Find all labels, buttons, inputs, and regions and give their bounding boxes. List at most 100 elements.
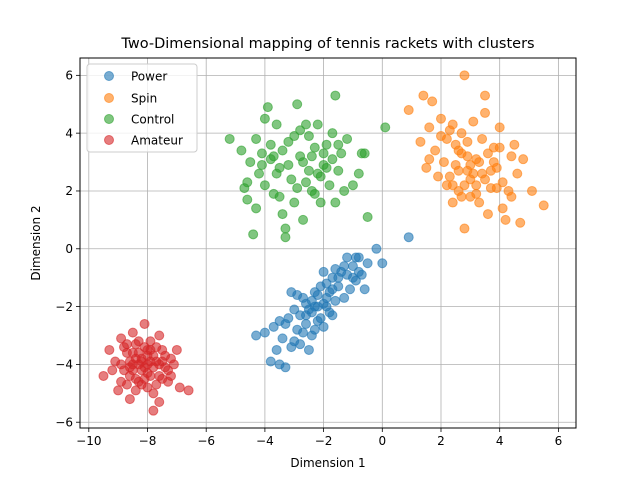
- x-tick-label: 4: [496, 434, 504, 448]
- data-point-amateur: [107, 365, 118, 376]
- data-point-spin: [433, 171, 444, 182]
- data-point-power: [347, 272, 358, 283]
- data-point-control: [321, 162, 332, 173]
- data-point-amateur: [148, 388, 159, 399]
- y-tick-label: 2: [65, 184, 73, 198]
- data-point-control: [265, 139, 276, 150]
- data-point-amateur: [130, 385, 141, 396]
- data-point-control: [277, 145, 288, 156]
- legend-marker-spin: [104, 93, 114, 103]
- legend-label-power: Power: [131, 70, 167, 84]
- data-point-power: [342, 252, 353, 263]
- data-point-spin: [494, 122, 505, 133]
- data-point-spin: [453, 145, 464, 156]
- data-point-spin: [435, 131, 446, 142]
- data-point-control: [318, 148, 329, 159]
- data-point-spin: [526, 185, 537, 196]
- data-point-amateur: [142, 359, 153, 370]
- data-point-control: [312, 168, 323, 179]
- data-point-spin: [430, 145, 441, 156]
- data-point-power: [403, 232, 414, 243]
- data-point-control: [242, 194, 253, 205]
- data-point-control: [256, 159, 267, 170]
- y-axis-label: Dimension 2: [29, 205, 43, 280]
- data-point-control: [339, 185, 350, 196]
- data-point-control: [268, 151, 279, 162]
- data-point-spin: [465, 191, 476, 202]
- data-point-power: [353, 266, 364, 277]
- data-point-control: [309, 188, 320, 199]
- data-point-amateur: [104, 344, 115, 355]
- data-point-power: [268, 321, 279, 332]
- data-point-spin: [518, 154, 529, 165]
- data-point-control: [283, 136, 294, 147]
- data-point-spin: [447, 180, 458, 191]
- data-point-spin: [403, 105, 414, 116]
- data-point-control: [289, 197, 300, 208]
- data-point-power: [345, 284, 356, 295]
- data-point-spin: [427, 96, 438, 107]
- data-point-spin: [485, 165, 496, 176]
- legend-marker-amateur: [104, 135, 114, 145]
- data-point-amateur: [113, 385, 124, 396]
- data-point-amateur: [124, 362, 135, 373]
- data-point-power: [280, 362, 291, 373]
- data-point-power: [300, 310, 311, 321]
- x-tick-label: −8: [139, 434, 157, 448]
- data-point-control: [333, 139, 344, 150]
- data-point-power: [321, 292, 332, 303]
- data-point-spin: [462, 136, 473, 147]
- data-point-spin: [474, 197, 485, 208]
- x-axis-label: Dimension 1: [290, 456, 365, 470]
- plot-frame: [79, 57, 577, 429]
- y-tick-label: 4: [65, 126, 73, 140]
- data-point-control: [380, 122, 391, 133]
- data-point-spin: [491, 183, 502, 194]
- data-point-power: [298, 327, 309, 338]
- data-point-spin: [477, 133, 488, 144]
- data-point-control: [259, 180, 270, 191]
- data-point-power: [277, 333, 288, 344]
- data-point-spin: [450, 159, 461, 170]
- data-point-power: [371, 243, 382, 254]
- x-tick-label: 2: [437, 434, 445, 448]
- data-point-amateur: [133, 336, 144, 347]
- y-tick-label: 0: [65, 242, 73, 256]
- data-point-control: [283, 159, 294, 170]
- y-tick-label: −6: [55, 415, 73, 429]
- x-tick-label: 0: [378, 434, 386, 448]
- data-point-control: [295, 125, 306, 136]
- data-point-control: [254, 168, 265, 179]
- legend-label-control: Control: [131, 113, 174, 127]
- data-point-control: [251, 203, 262, 214]
- data-point-power: [315, 281, 326, 292]
- data-point-control: [280, 232, 291, 243]
- data-point-control: [277, 209, 288, 220]
- data-point-spin: [462, 165, 473, 176]
- data-point-amateur: [116, 359, 127, 370]
- data-point-control: [251, 133, 262, 144]
- data-point-control: [330, 90, 341, 101]
- data-point-amateur: [124, 394, 135, 405]
- data-point-power: [330, 264, 341, 275]
- x-tick-label: −2: [315, 434, 333, 448]
- data-point-control: [248, 229, 259, 240]
- data-point-amateur: [145, 336, 156, 347]
- data-point-power: [359, 284, 370, 295]
- legend-label-spin: Spin: [131, 92, 157, 106]
- data-point-power: [306, 330, 317, 341]
- data-point-spin: [506, 191, 517, 202]
- data-point-control: [292, 99, 303, 110]
- data-point-control: [315, 197, 326, 208]
- data-point-control: [242, 177, 253, 188]
- data-point-control: [271, 119, 282, 130]
- data-point-control: [327, 128, 338, 139]
- data-point-spin: [480, 107, 491, 118]
- data-point-spin: [424, 154, 435, 165]
- data-point-control: [245, 157, 256, 168]
- data-point-spin: [447, 119, 458, 130]
- data-point-amateur: [171, 344, 182, 355]
- data-point-amateur: [139, 318, 150, 329]
